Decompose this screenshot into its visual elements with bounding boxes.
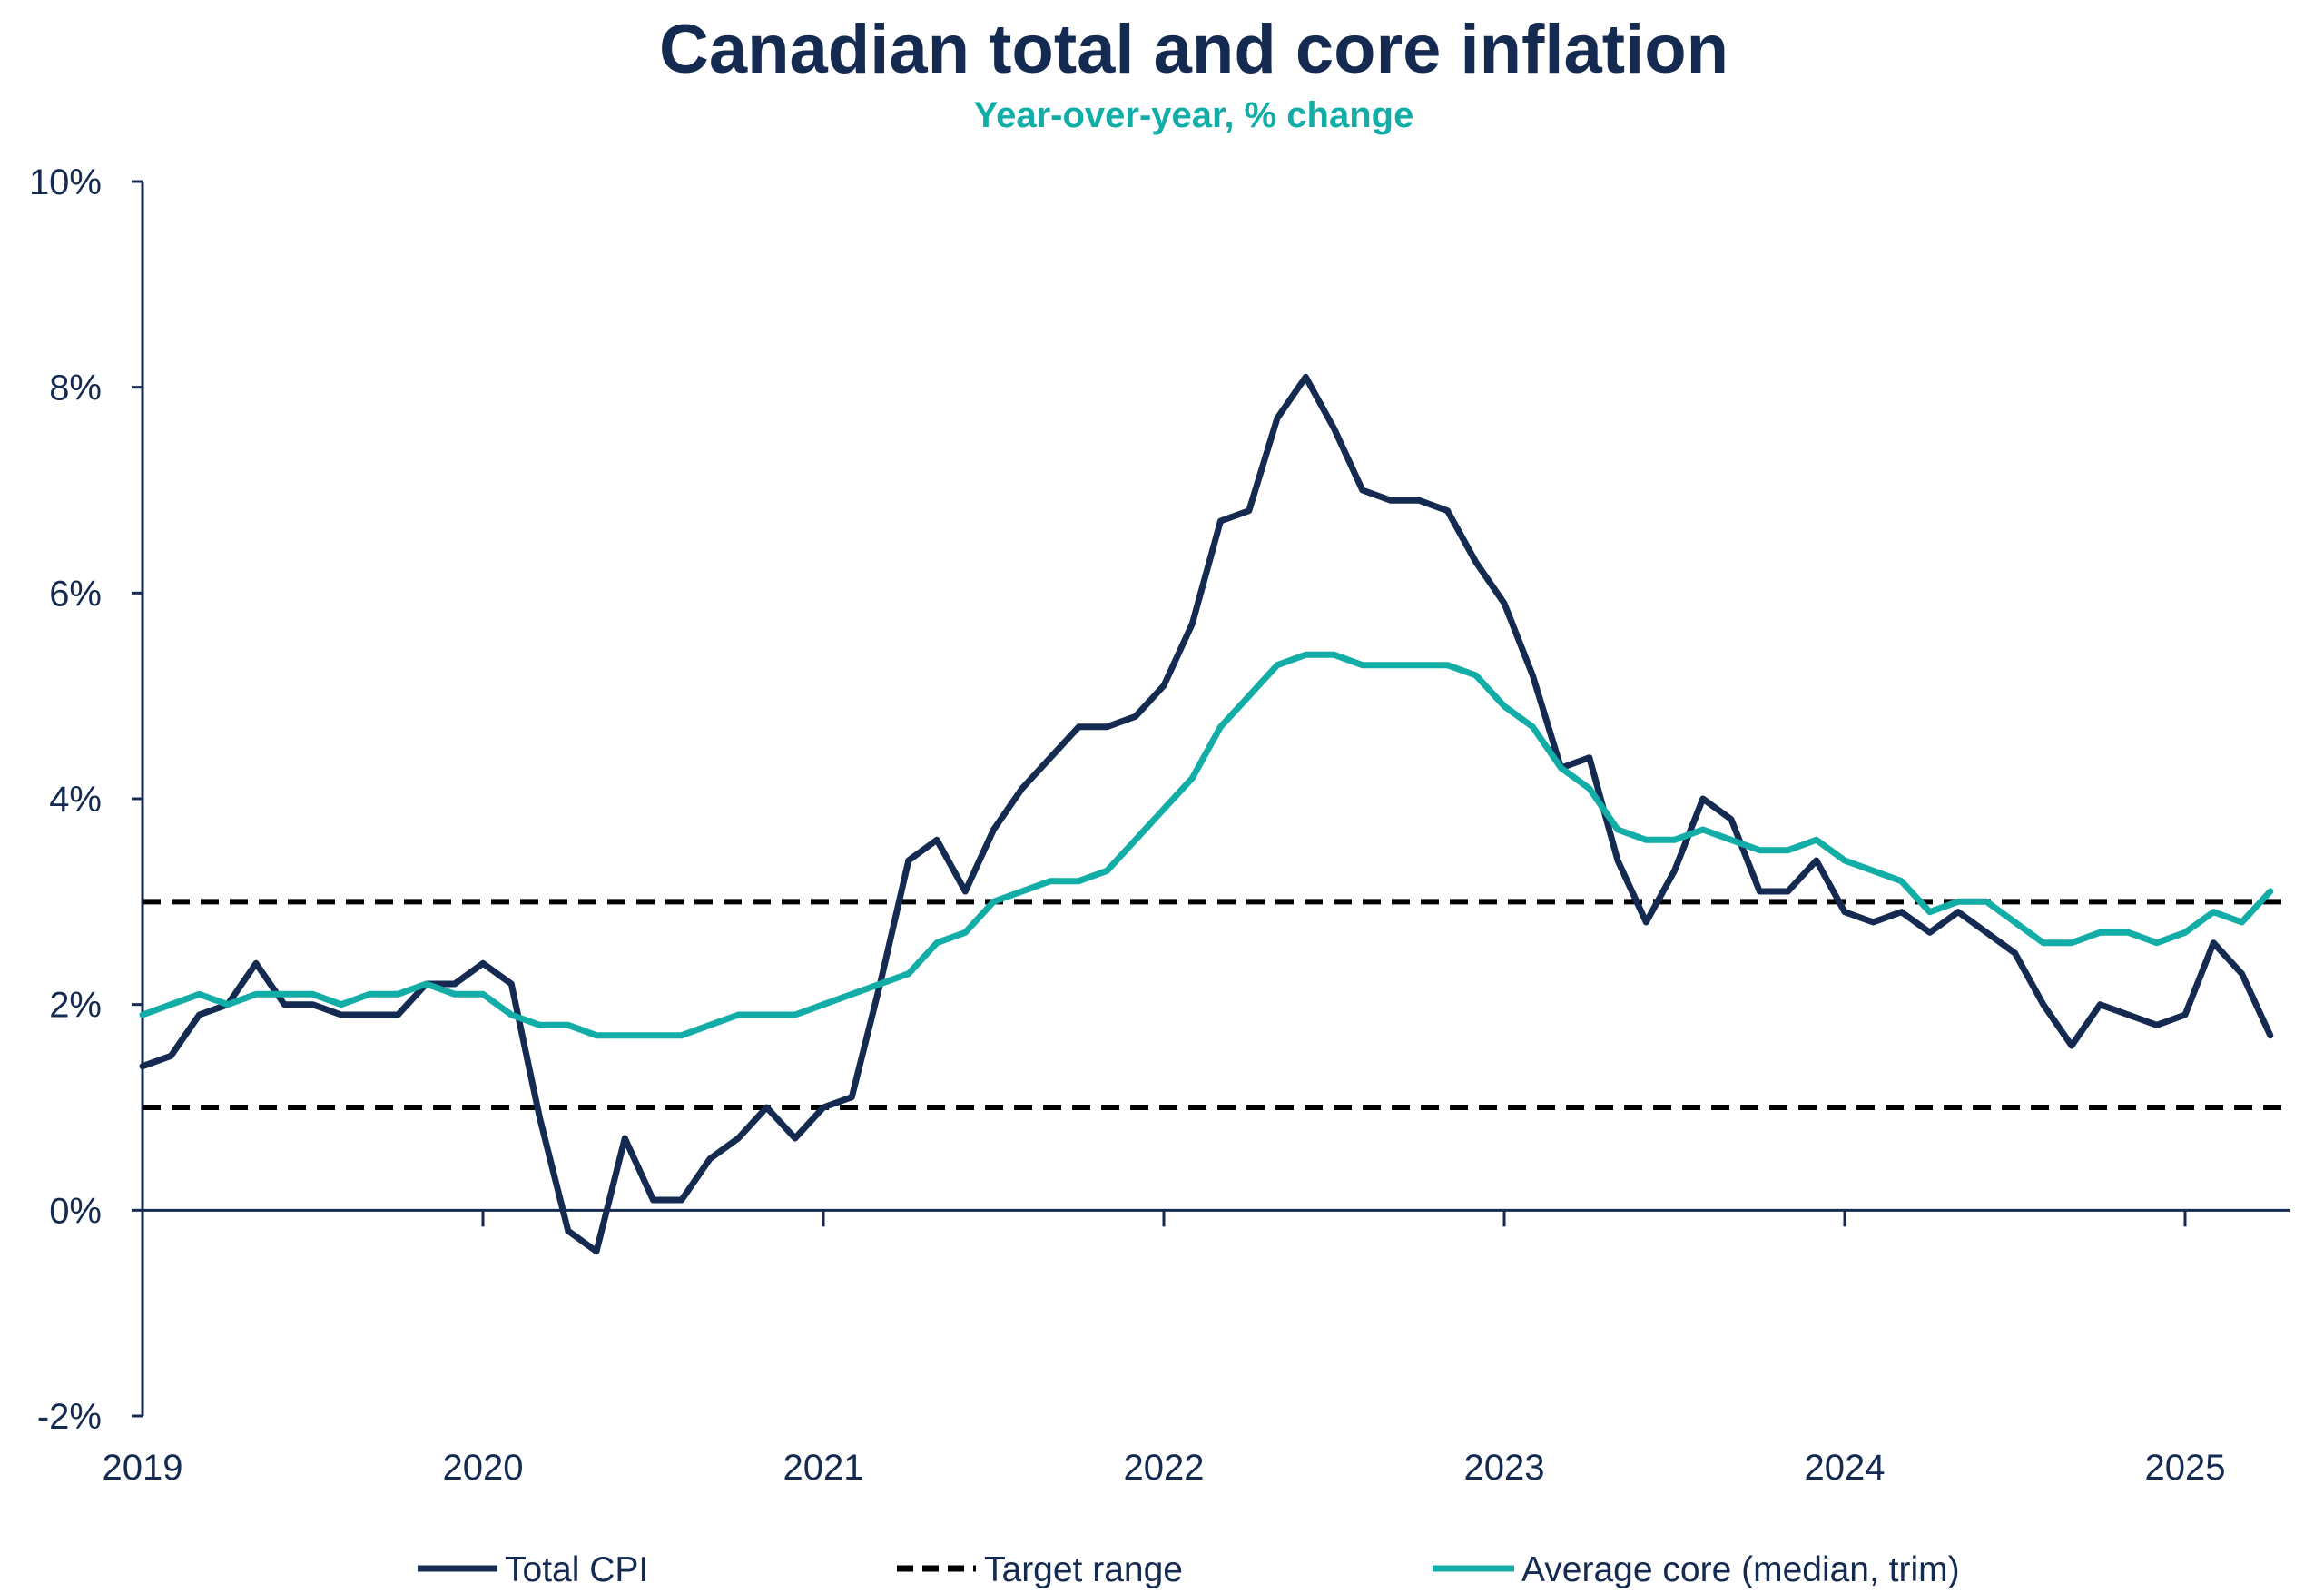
y-tick-label: 2% [49,986,102,1026]
y-tick-label: 0% [49,1191,102,1231]
x-tick-label: 2024 [1805,1448,1886,1488]
x-tick-label: 2019 [103,1448,183,1488]
total-cpi-line [139,373,2274,1255]
chart-subtitle: Year-over-year, % change [974,95,1414,135]
legend-label: Total CPI [505,1550,648,1589]
y-tick-label: 10% [29,162,102,202]
y-tick-label: 8% [49,369,102,408]
x-tick-label: 2023 [1464,1448,1545,1488]
legend-label: Average core (median, trim) [1521,1550,1960,1589]
x-tick-label: 2020 [443,1448,524,1488]
legend-label: Target range [984,1550,1183,1589]
average-core-line [139,651,2274,1039]
x-tick-label: 2022 [1124,1448,1205,1488]
legend: Total CPI Target range Average core (media… [418,1550,1960,1589]
y-tick-label: 6% [49,574,102,614]
axes: -2% 0% 2% 4% 6% 8% 10% 2019 2020 2021 2022 2023 2024… [29,162,2290,1488]
y-tick-label: -2% [37,1397,102,1437]
chart-title: Canadian total and core inflation [659,11,1728,88]
x-tick-label: 2025 [2145,1448,2226,1488]
x-tick-label: 2021 [783,1448,864,1488]
series-lines [139,373,2274,1255]
y-tick-label: 4% [49,780,102,820]
target-range-lines [143,899,2290,1110]
